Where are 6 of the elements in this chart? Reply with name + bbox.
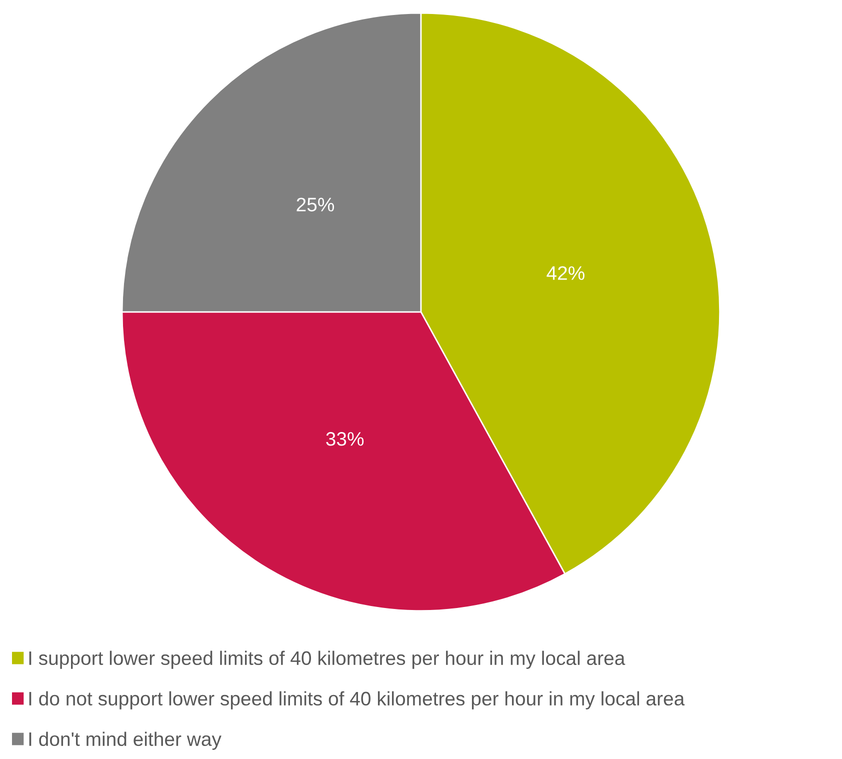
legend-label: I do not support lower speed limits of 40 kilometres per hour in my local area: [29, 691, 685, 710]
data-label: 42%: [546, 266, 584, 280]
data-label: 33%: [326, 432, 364, 446]
legend-label: I don't mind either way: [29, 732, 222, 750]
data-label: 25%: [296, 198, 334, 212]
legend-label: I support lower speed limits of 40 kilometres per hour in my local area: [29, 650, 626, 669]
